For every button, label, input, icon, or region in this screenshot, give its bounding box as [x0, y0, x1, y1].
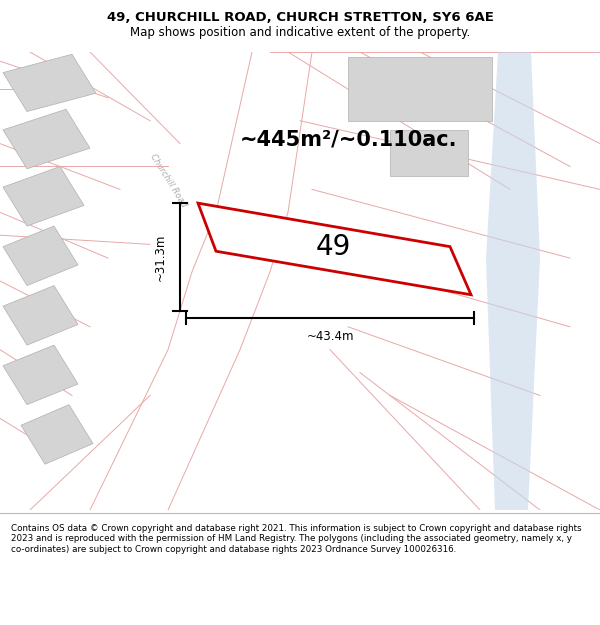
Polygon shape: [3, 166, 84, 226]
Polygon shape: [3, 54, 96, 111]
Text: ~31.3m: ~31.3m: [154, 233, 167, 281]
Text: Map shows position and indicative extent of the property.: Map shows position and indicative extent…: [130, 26, 470, 39]
Polygon shape: [198, 203, 471, 295]
Polygon shape: [348, 57, 492, 121]
Text: ~43.4m: ~43.4m: [306, 331, 354, 344]
Text: 49, CHURCHILL ROAD, CHURCH STRETTON, SY6 6AE: 49, CHURCHILL ROAD, CHURCH STRETTON, SY6…: [107, 11, 493, 24]
Polygon shape: [3, 345, 78, 404]
Text: Contains OS data © Crown copyright and database right 2021. This information is : Contains OS data © Crown copyright and d…: [11, 524, 581, 554]
Polygon shape: [390, 130, 468, 176]
Polygon shape: [3, 109, 90, 169]
Polygon shape: [3, 226, 78, 286]
Text: ~445m²/~0.110ac.: ~445m²/~0.110ac.: [239, 129, 457, 149]
Polygon shape: [486, 52, 540, 510]
Polygon shape: [3, 286, 78, 345]
Text: Churchill Road: Churchill Road: [148, 152, 188, 209]
Text: 49: 49: [316, 232, 352, 261]
Polygon shape: [21, 404, 93, 464]
